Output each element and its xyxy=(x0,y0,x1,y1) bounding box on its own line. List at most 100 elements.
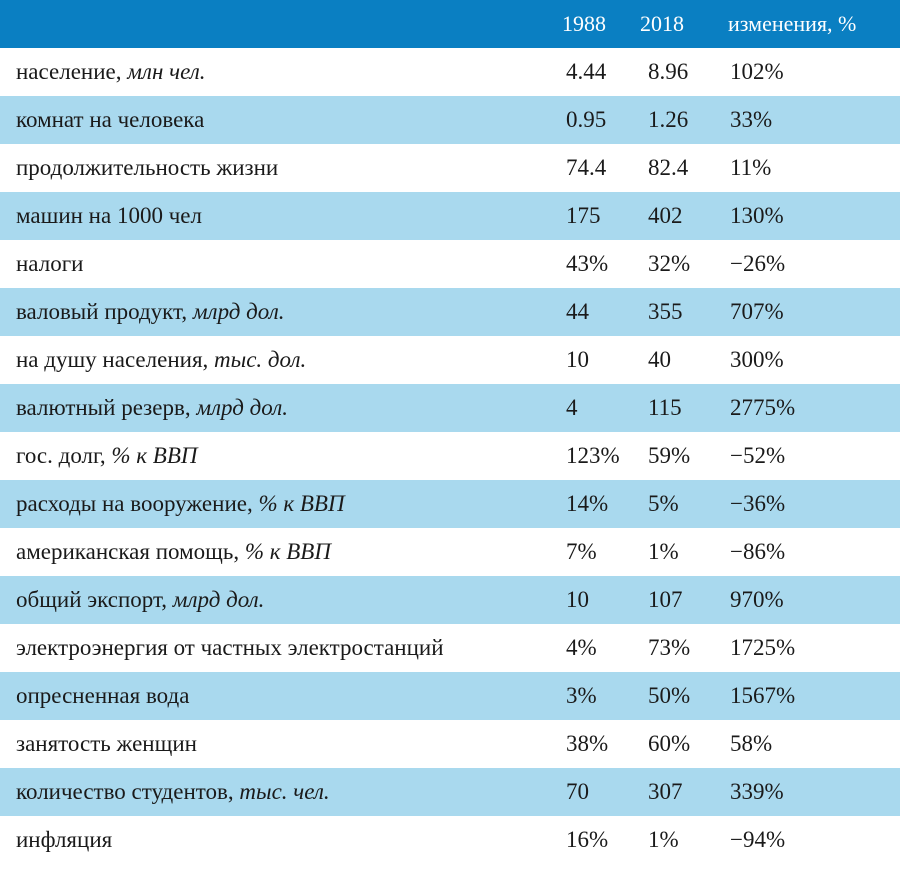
value-change: 1567% xyxy=(730,683,796,708)
value-2018: 355 xyxy=(648,299,683,324)
row-unit: млрд дол. xyxy=(196,395,288,420)
row-label-text: количество студентов, xyxy=(16,779,240,804)
row-label-text: гос. долг, xyxy=(16,443,112,468)
value-change: 33% xyxy=(730,107,773,132)
value-1988: 14% xyxy=(566,491,609,516)
row-label: население, млн чел. xyxy=(0,59,552,85)
row-label-text: население, xyxy=(16,59,128,84)
row-label: опресненная вода xyxy=(0,683,552,709)
value-2018: 40 xyxy=(648,347,671,372)
value-2018: 59% xyxy=(648,443,691,468)
table-row: общий экспорт, млрд дол. 10 107 970% xyxy=(0,576,900,624)
row-label: расходы на вооружение, % к ВВП xyxy=(0,491,552,517)
row-label-text: занятость женщин xyxy=(16,731,197,756)
value-2018: 5% xyxy=(648,491,679,516)
row-label-text: общий экспорт, xyxy=(16,587,173,612)
row-label-text: комнат на человека xyxy=(16,107,205,132)
table-row: занятость женщин 38% 60% 58% xyxy=(0,720,900,768)
value-1988: 38% xyxy=(566,731,609,756)
table-header: 1988 2018 изменения, % xyxy=(0,0,900,48)
value-1988: 10 xyxy=(566,587,589,612)
value-2018: 307 xyxy=(648,779,683,804)
value-2018: 8.96 xyxy=(648,59,689,84)
row-label: валовый продукт, млрд дол. xyxy=(0,299,552,325)
value-1988: 43% xyxy=(566,251,609,276)
table-row: машин на 1000 чел 175 402 130% xyxy=(0,192,900,240)
row-label-text: налоги xyxy=(16,251,84,276)
value-1988: 3% xyxy=(566,683,597,708)
row-unit: млрд дол. xyxy=(192,299,285,324)
row-label: валютный резерв, млрд дол. xyxy=(0,395,552,421)
table-row: американская помощь, % к ВВП 7% 1% −86% xyxy=(0,528,900,576)
header-2018: 2018 xyxy=(640,11,684,36)
value-1988: 4% xyxy=(566,635,597,660)
table-row: на душу населения, тыс. дол. 10 40 300% xyxy=(0,336,900,384)
table-row: валовый продукт, млрд дол. 44 355 707% xyxy=(0,288,900,336)
row-label: продолжительность жизни xyxy=(0,155,552,181)
table-row: население, млн чел. 4.44 8.96 102% xyxy=(0,48,900,96)
row-unit: млн чел. xyxy=(127,59,206,84)
row-unit: % к ВВП xyxy=(111,443,198,468)
row-label: налоги xyxy=(0,251,552,277)
value-change: −36% xyxy=(730,491,786,516)
value-change: 130% xyxy=(730,203,784,228)
row-label: занятость женщин xyxy=(0,731,552,757)
row-label-text: машин на 1000 чел xyxy=(16,203,202,228)
value-2018: 73% xyxy=(648,635,691,660)
row-label: гос. долг, % к ВВП xyxy=(0,443,552,469)
table-row: продолжительность жизни 74.4 82.4 11% xyxy=(0,144,900,192)
header-change: изменения, % xyxy=(728,11,857,36)
table-body: население, млн чел. 4.44 8.96 102% комнат на… xyxy=(0,48,900,864)
row-unit: % к ВВП xyxy=(244,539,331,564)
table-row: комнат на человека 0.95 1.26 33% xyxy=(0,96,900,144)
value-2018: 32% xyxy=(648,251,691,276)
row-label-text: инфляция xyxy=(16,827,113,852)
row-label-text: продолжительность жизни xyxy=(16,155,279,180)
table-row: электроэнергия от частных электростанций… xyxy=(0,624,900,672)
row-label-text: опресненная вода xyxy=(16,683,190,708)
table-row: валютный резерв, млрд дол. 4 115 2775% xyxy=(0,384,900,432)
row-unit: % к ВВП xyxy=(258,491,345,516)
row-unit: тыс. чел. xyxy=(239,779,330,804)
value-2018: 402 xyxy=(648,203,683,228)
row-label: американская помощь, % к ВВП xyxy=(0,539,552,565)
value-1988: 4 xyxy=(566,395,578,420)
value-change: 102% xyxy=(730,59,784,84)
value-2018: 115 xyxy=(648,395,682,420)
row-label: инфляция xyxy=(0,827,552,853)
value-change: 11% xyxy=(730,155,772,180)
table-row: налоги 43% 32% −26% xyxy=(0,240,900,288)
table-row: гос. долг, % к ВВП 123% 59% −52% xyxy=(0,432,900,480)
value-1988: 175 xyxy=(566,203,601,228)
value-2018: 60% xyxy=(648,731,691,756)
table-row: инфляция 16% 1% −94% xyxy=(0,816,900,864)
value-2018: 50% xyxy=(648,683,691,708)
table-row: количество студентов, тыс. чел. 70 307 339% xyxy=(0,768,900,816)
row-label: общий экспорт, млрд дол. xyxy=(0,587,552,613)
value-change: 2775% xyxy=(730,395,796,420)
table-row: опресненная вода 3% 50% 1567% xyxy=(0,672,900,720)
value-2018: 1.26 xyxy=(648,107,689,132)
row-label: на душу населения, тыс. дол. xyxy=(0,347,552,373)
header-1988: 1988 xyxy=(562,11,606,36)
value-1988: 0.95 xyxy=(566,107,607,132)
value-2018: 1% xyxy=(648,539,679,564)
value-change: 1725% xyxy=(730,635,796,660)
row-label-text: американская помощь, xyxy=(16,539,245,564)
value-1988: 7% xyxy=(566,539,597,564)
value-1988: 70 xyxy=(566,779,589,804)
value-1988: 44 xyxy=(566,299,589,324)
row-label: электроэнергия от частных электростанций xyxy=(0,635,552,661)
value-change: 339% xyxy=(730,779,784,804)
row-label-text: на душу населения, xyxy=(16,347,215,372)
row-label-text: расходы на вооружение, xyxy=(16,491,259,516)
row-label: комнат на человека xyxy=(0,107,552,133)
value-2018: 1% xyxy=(648,827,679,852)
value-change: −86% xyxy=(730,539,786,564)
row-label-text: валовый продукт, xyxy=(16,299,193,324)
value-change: −26% xyxy=(730,251,786,276)
value-change: −94% xyxy=(730,827,786,852)
value-change: 970% xyxy=(730,587,784,612)
value-1988: 4.44 xyxy=(566,59,607,84)
value-2018: 107 xyxy=(648,587,683,612)
